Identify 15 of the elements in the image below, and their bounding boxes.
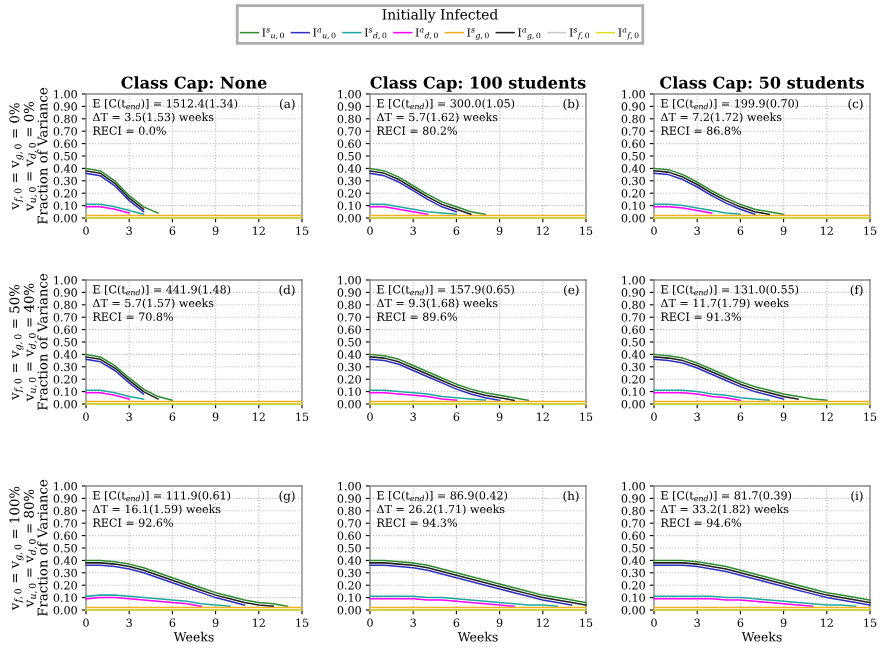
line-series: [85, 353, 174, 402]
chart-title: Class Cap: 100 students: [370, 76, 586, 92]
chart-title: Class Cap: 50 students: [660, 76, 864, 92]
line-series: [653, 167, 785, 216]
chart-title: Class Cap: None: [121, 76, 267, 92]
line-series: [369, 167, 486, 216]
line-series: [369, 170, 472, 216]
line-series: [85, 358, 145, 395]
line-series: [85, 564, 246, 606]
line-series: [85, 356, 159, 400]
line-series: [653, 353, 828, 402]
line-series: [85, 167, 159, 214]
line-series: [653, 170, 770, 216]
line-series: [369, 172, 458, 213]
line-series: [653, 172, 756, 216]
